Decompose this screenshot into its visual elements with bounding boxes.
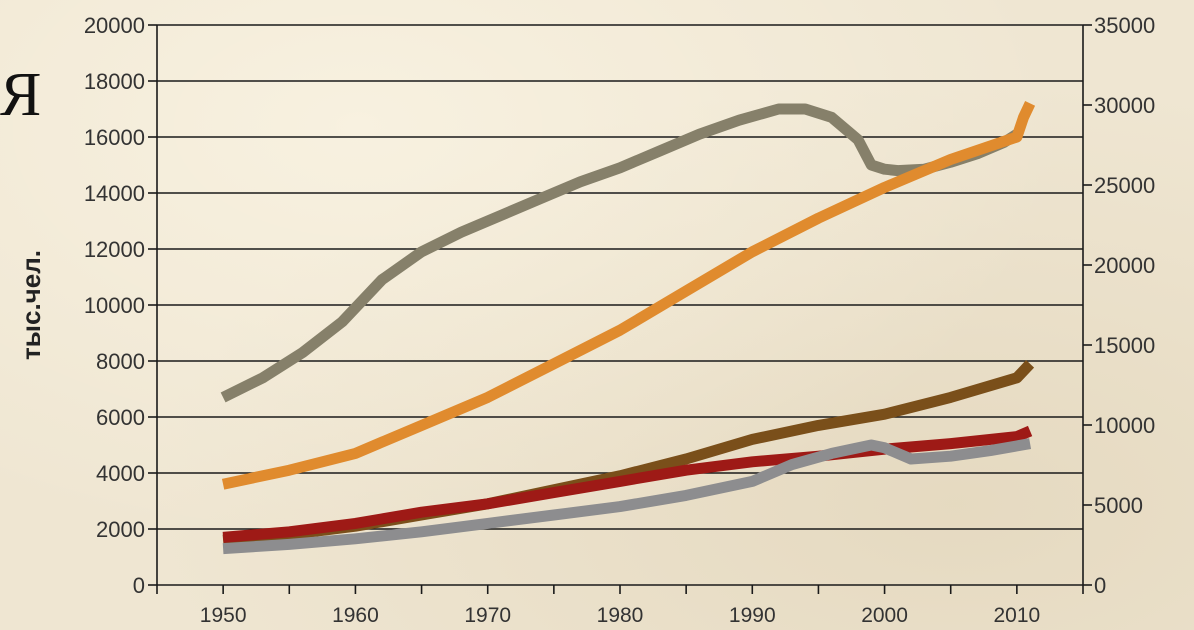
series-lines [220,101,1036,555]
x-tick-label: 1990 [729,604,776,627]
y2-tick-label: 20000 [1094,253,1155,278]
y-tick-label: 0 [133,573,145,598]
y2-tick-label: 30000 [1094,93,1155,118]
y2-tick-label: 15000 [1094,333,1155,358]
y-tick-label: 6000 [96,405,145,430]
y-tick-label: 10000 [84,293,145,318]
y2-tick-label: 0 [1094,573,1106,598]
axes [148,24,1092,594]
y2-tick-label: 35000 [1094,13,1155,38]
corner-letter: Я [0,61,42,129]
x-tick-label: 1960 [332,604,379,627]
x-tick-label: 1980 [597,604,644,627]
y2-tick-label: 5000 [1094,493,1143,518]
y-axis-label: тыс.чел. [16,250,46,360]
y-tick-label: 16000 [84,125,145,150]
series-line-2 [221,101,1036,490]
x-tick-label: 2010 [993,604,1040,627]
y-tick-label: 20000 [84,13,145,38]
x-tick-label: 1970 [464,604,511,627]
series-line-4 [222,425,1033,543]
y-tick-label: 12000 [84,237,145,262]
y-tick-label: 8000 [96,349,145,374]
y2-tick-label: 25000 [1094,173,1155,198]
y2-tick-label: 10000 [1094,413,1155,438]
series-line-1 [220,103,1020,403]
x-tick-label: 1950 [200,604,247,627]
y-tick-label: 2000 [96,517,145,542]
y-tick-label: 14000 [84,181,145,206]
tick-labels: 0 2000 4000 6000 8000 10000 12000 14000 16000 180… [84,13,1155,627]
series-line-5 [222,438,1032,555]
y-tick-label: 4000 [96,461,145,486]
y-tick-label: 18000 [84,69,145,94]
x-tick-label: 2000 [861,604,908,627]
